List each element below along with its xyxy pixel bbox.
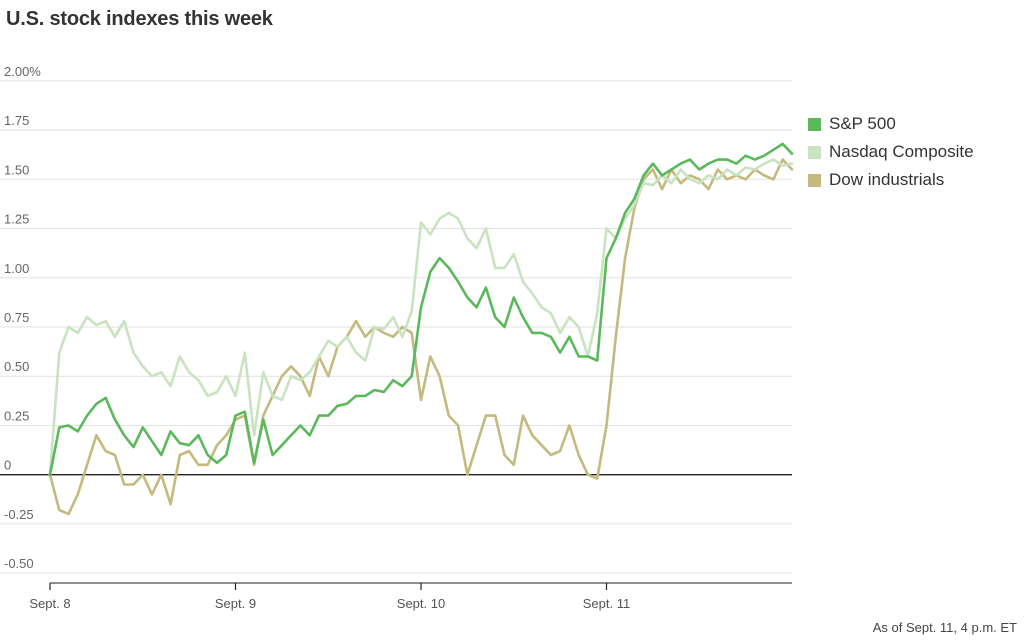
series-line-nasdaq bbox=[48, 158, 794, 477]
series-line-sp500 bbox=[48, 142, 794, 477]
y-tick-label: 1.25 bbox=[4, 212, 29, 227]
legend-label-nasdaq: Nasdaq Composite bbox=[829, 142, 974, 161]
y-tick-label: 0.25 bbox=[4, 408, 29, 423]
series-line-dow bbox=[48, 158, 794, 516]
y-tick-label: 1.50 bbox=[4, 162, 29, 177]
y-tick-label: -0.50 bbox=[4, 556, 34, 571]
legend-item-nasdaq: Nasdaq Composite bbox=[808, 138, 974, 166]
footnote: As of Sept. 11, 4 p.m. ET bbox=[872, 620, 1017, 635]
chart-title: U.S. stock indexes this week bbox=[6, 8, 273, 30]
y-tick-label: 2.00% bbox=[4, 64, 41, 79]
legend-swatch-dow bbox=[808, 173, 821, 187]
y-tick-label: -0.25 bbox=[4, 507, 34, 522]
legend-swatch-nasdaq bbox=[808, 145, 821, 159]
legend-item-dow: Dow industrials bbox=[808, 166, 974, 194]
y-tick-label: 0.75 bbox=[4, 310, 29, 325]
y-tick-label: 1.75 bbox=[4, 113, 29, 128]
legend-item-sp500: S&P 500 bbox=[808, 110, 974, 138]
y-tick-label: 1.00 bbox=[4, 261, 29, 276]
x-tick-label: Sept. 9 bbox=[215, 596, 256, 611]
x-tick-label: Sept. 11 bbox=[583, 596, 630, 611]
x-tick-label: Sept. 8 bbox=[29, 596, 70, 611]
legend-label-dow: Dow industrials bbox=[829, 170, 945, 189]
legend: S&P 500 Nasdaq Composite Dow industrials bbox=[808, 110, 974, 194]
y-tick-label: 0.50 bbox=[4, 359, 29, 374]
x-tick-label: Sept. 10 bbox=[397, 596, 445, 611]
legend-label-sp500: S&P 500 bbox=[829, 114, 896, 133]
legend-swatch-sp500 bbox=[808, 117, 821, 131]
y-tick-label: 0 bbox=[4, 458, 11, 473]
